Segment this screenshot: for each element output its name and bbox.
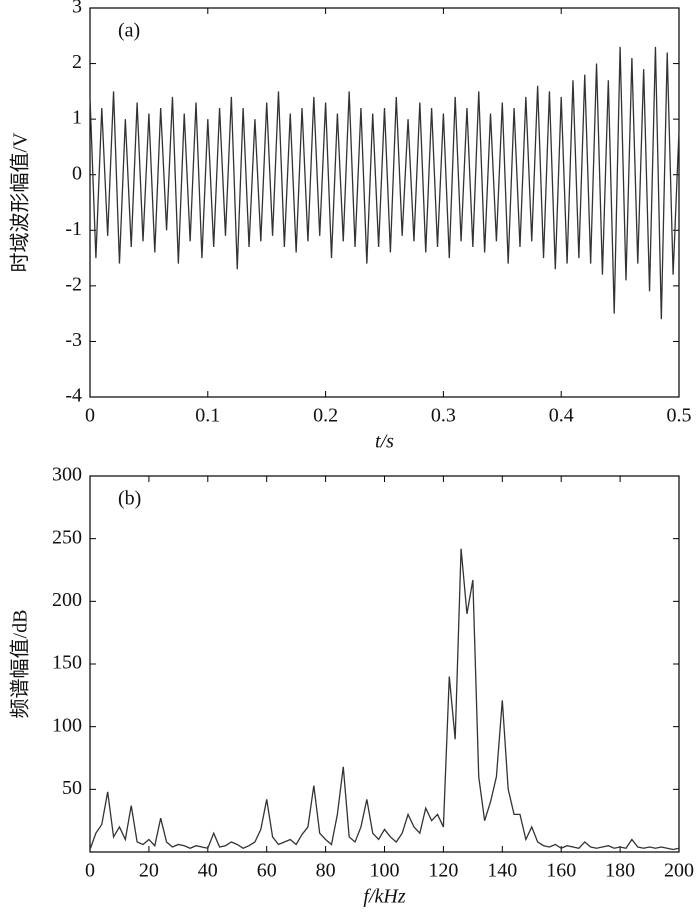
y-tick-label: 100 [52, 714, 82, 736]
x-tick-label: 180 [605, 860, 635, 882]
panel-label: (a) [118, 20, 140, 42]
x-tick-label: 140 [487, 860, 517, 882]
x-tick-label: 100 [370, 860, 400, 882]
x-tick-label: 160 [546, 860, 576, 882]
x-tick-label: 200 [664, 860, 694, 882]
x-tick-label: 60 [257, 860, 277, 882]
x-tick-label: 20 [139, 860, 159, 882]
x-tick-label: 80 [316, 860, 336, 882]
y-tick-label: 50 [62, 777, 82, 799]
y-tick-label: -2 [65, 273, 82, 295]
data-line [89, 46, 680, 320]
y-axis-label: 时域波形幅值/V [9, 132, 32, 273]
y-tick-label: 0 [72, 162, 82, 184]
panel-label: (b) [118, 488, 141, 510]
x-tick-label: 120 [428, 860, 458, 882]
plot-frame [89, 475, 680, 853]
y-tick-label: -3 [65, 329, 82, 351]
y-tick-label: 250 [52, 526, 82, 548]
y-tick-label: 200 [52, 589, 82, 611]
y-axis-label: 频谱幅值/dB [9, 610, 32, 719]
x-tick-label: 0.5 [667, 405, 692, 427]
x-tick-label: 0 [85, 860, 95, 882]
x-tick-label: 0.4 [549, 405, 574, 427]
x-axis-label: t/s [375, 431, 394, 453]
data-line [89, 548, 680, 851]
y-tick-label: 300 [52, 464, 82, 486]
x-tick-label: 0 [85, 405, 95, 427]
x-tick-label: 0.1 [195, 405, 220, 427]
y-tick-label: 2 [72, 51, 82, 73]
y-tick-label: 150 [52, 652, 82, 674]
x-axis-label: f/kHz [363, 886, 405, 908]
x-tick-label: 0.2 [313, 405, 338, 427]
x-tick-label: 0.3 [431, 405, 456, 427]
x-tick-label: 40 [198, 860, 218, 882]
plot-frame [89, 7, 680, 398]
y-tick-label: 3 [72, 0, 82, 18]
y-tick-label: -4 [65, 385, 82, 407]
y-tick-label: 1 [72, 107, 82, 129]
y-tick-label: -1 [65, 218, 82, 240]
